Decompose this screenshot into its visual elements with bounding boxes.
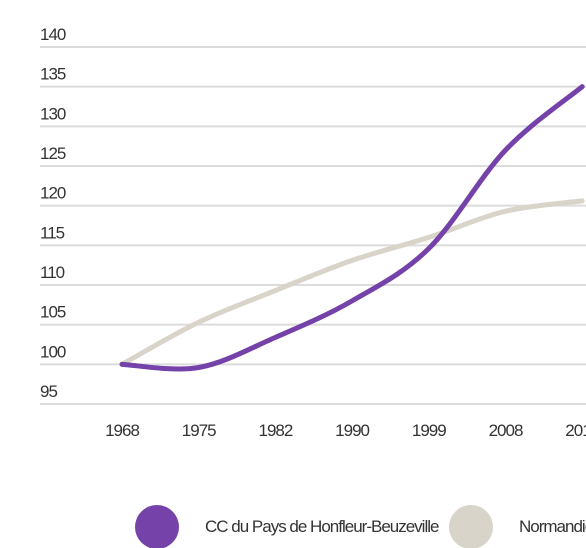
- y-tick-label: 135: [40, 65, 66, 84]
- x-tick-label: 2008: [489, 421, 523, 440]
- x-tick-label: 1975: [182, 421, 216, 440]
- y-tick-label: 130: [40, 104, 66, 123]
- y-tick-label: 140: [40, 25, 66, 44]
- x-tick-label: 1999: [412, 421, 446, 440]
- x-tick-label: 1990: [335, 421, 369, 440]
- y-tick-label: 105: [40, 303, 66, 322]
- legend-swatch: [135, 505, 179, 548]
- y-tick-label: 115: [40, 223, 65, 242]
- line-series: [119, 198, 585, 367]
- y-tick-label: 100: [40, 342, 66, 361]
- y-tick-label: 125: [40, 144, 66, 163]
- legend-label: Normandie: [519, 517, 586, 536]
- y-tick-label: 110: [40, 263, 65, 282]
- y-tick-label: 120: [40, 184, 66, 203]
- y-tick-label: 95: [40, 382, 57, 401]
- x-tick-label: 2013: [565, 421, 586, 440]
- x-tick-label: 1968: [105, 421, 139, 440]
- line-series: [119, 84, 585, 372]
- legend-label: CC du Pays de Honfleur-Beuzeville: [205, 517, 439, 536]
- x-tick-label: 1982: [258, 421, 292, 440]
- legend-swatch: [449, 505, 493, 548]
